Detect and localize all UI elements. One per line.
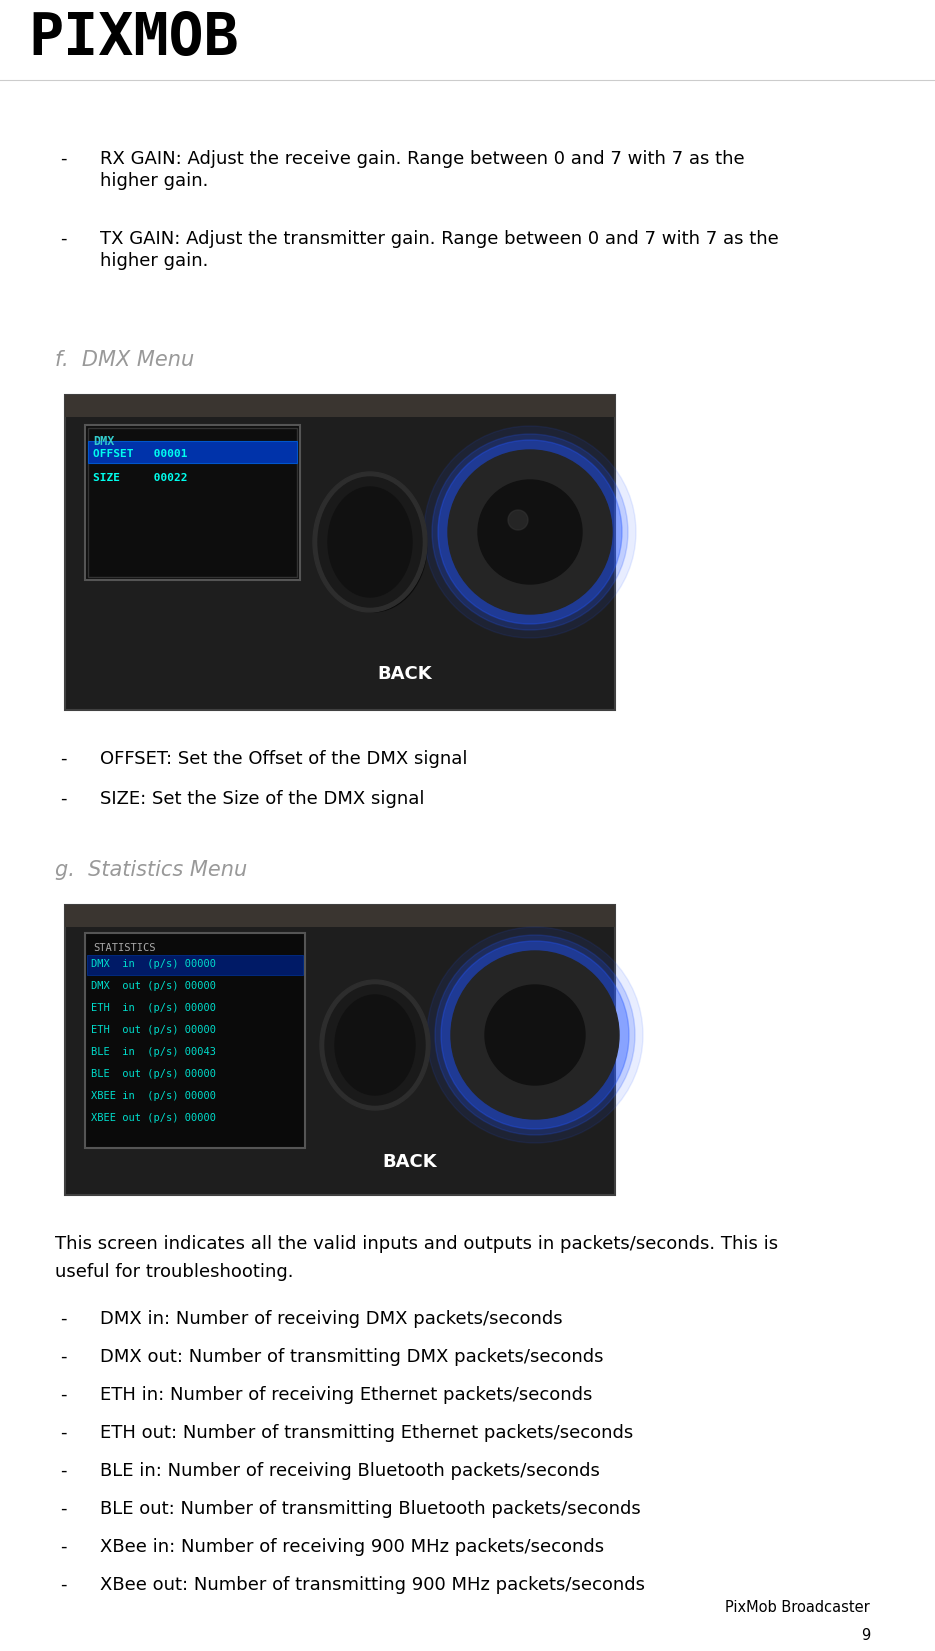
- Circle shape: [424, 426, 636, 637]
- Circle shape: [438, 441, 622, 624]
- Text: This screen indicates all the valid inputs and outputs in packets/seconds. This : This screen indicates all the valid inpu…: [55, 1235, 778, 1253]
- Text: g.  Statistics Menu: g. Statistics Menu: [55, 860, 247, 880]
- Text: DMX  in  (p/s) 00000: DMX in (p/s) 00000: [91, 959, 216, 969]
- Text: -: -: [60, 1539, 66, 1555]
- Text: ETH out: Number of transmitting Ethernet packets/seconds: ETH out: Number of transmitting Ethernet…: [100, 1425, 633, 1441]
- Text: BLE  out (p/s) 00000: BLE out (p/s) 00000: [91, 1068, 216, 1080]
- Text: BACK: BACK: [378, 665, 432, 684]
- Circle shape: [448, 451, 612, 614]
- Circle shape: [441, 941, 629, 1129]
- Text: ETH  in  (p/s) 00000: ETH in (p/s) 00000: [91, 1004, 216, 1014]
- Ellipse shape: [335, 996, 415, 1095]
- Ellipse shape: [325, 986, 425, 1105]
- Text: -: -: [60, 1463, 66, 1479]
- FancyBboxPatch shape: [65, 905, 615, 1195]
- Ellipse shape: [328, 487, 412, 598]
- Text: -: -: [60, 1501, 66, 1517]
- Circle shape: [508, 510, 528, 530]
- Ellipse shape: [318, 477, 422, 608]
- Circle shape: [435, 934, 635, 1134]
- Text: -: -: [60, 1425, 66, 1441]
- Text: -: -: [60, 1385, 66, 1403]
- Text: -: -: [60, 1347, 66, 1365]
- Text: higher gain.: higher gain.: [100, 172, 209, 190]
- Text: XBEE in  (p/s) 00000: XBEE in (p/s) 00000: [91, 1091, 216, 1101]
- Bar: [85, 424, 300, 580]
- Circle shape: [432, 434, 628, 631]
- Text: -: -: [60, 150, 66, 168]
- Text: higher gain.: higher gain.: [100, 253, 209, 271]
- Bar: [88, 428, 297, 576]
- Text: OFFSET   00001: OFFSET 00001: [93, 449, 188, 459]
- Text: PIXMOB: PIXMOB: [28, 10, 238, 68]
- Circle shape: [485, 986, 585, 1085]
- Text: -: -: [60, 229, 66, 248]
- Bar: [88, 441, 297, 462]
- Text: XBEE out (p/s) 00000: XBEE out (p/s) 00000: [91, 1113, 216, 1123]
- Text: RX GAIN: Adjust the receive gain. Range between 0 and 7 with 7 as the: RX GAIN: Adjust the receive gain. Range …: [100, 150, 744, 168]
- Text: PixMob Broadcaster: PixMob Broadcaster: [726, 1600, 870, 1615]
- Text: SIZE: Set the Size of the DMX signal: SIZE: Set the Size of the DMX signal: [100, 789, 424, 807]
- Text: XBee out: Number of transmitting 900 MHz packets/seconds: XBee out: Number of transmitting 900 MHz…: [100, 1577, 645, 1593]
- Circle shape: [451, 951, 619, 1119]
- Bar: [65, 395, 615, 418]
- Text: f.  DMX Menu: f. DMX Menu: [55, 350, 194, 370]
- Text: SIZE     00022: SIZE 00022: [93, 472, 188, 484]
- FancyBboxPatch shape: [65, 395, 615, 710]
- Bar: [65, 905, 615, 926]
- Text: BLE  in  (p/s) 00043: BLE in (p/s) 00043: [91, 1047, 216, 1057]
- Bar: [85, 933, 305, 1147]
- Text: BACK: BACK: [382, 1152, 438, 1171]
- Ellipse shape: [320, 981, 430, 1109]
- Circle shape: [427, 926, 643, 1142]
- Text: BLE in: Number of receiving Bluetooth packets/seconds: BLE in: Number of receiving Bluetooth pa…: [100, 1463, 600, 1479]
- Circle shape: [478, 480, 582, 584]
- Text: -: -: [60, 1577, 66, 1593]
- Text: -: -: [60, 750, 66, 768]
- Bar: [87, 954, 303, 976]
- Text: STATISTICS: STATISTICS: [93, 943, 155, 953]
- Text: ETH in: Number of receiving Ethernet packets/seconds: ETH in: Number of receiving Ethernet pac…: [100, 1385, 593, 1403]
- Text: ETH  out (p/s) 00000: ETH out (p/s) 00000: [91, 1025, 216, 1035]
- Ellipse shape: [319, 479, 427, 613]
- Text: -: -: [60, 1309, 66, 1327]
- Text: DMX out: Number of transmitting DMX packets/seconds: DMX out: Number of transmitting DMX pack…: [100, 1347, 603, 1365]
- Text: useful for troubleshooting.: useful for troubleshooting.: [55, 1263, 294, 1281]
- Text: OFFSET: Set the Offset of the DMX signal: OFFSET: Set the Offset of the DMX signal: [100, 750, 468, 768]
- Text: DMX  out (p/s) 00000: DMX out (p/s) 00000: [91, 981, 216, 991]
- Ellipse shape: [313, 472, 427, 613]
- Text: DMX in: Number of receiving DMX packets/seconds: DMX in: Number of receiving DMX packets/…: [100, 1309, 563, 1327]
- Text: -: -: [60, 789, 66, 807]
- Text: XBee in: Number of receiving 900 MHz packets/seconds: XBee in: Number of receiving 900 MHz pac…: [100, 1539, 604, 1555]
- Text: 9: 9: [861, 1628, 870, 1643]
- Text: DMX: DMX: [93, 434, 114, 447]
- Text: BLE out: Number of transmitting Bluetooth packets/seconds: BLE out: Number of transmitting Bluetoot…: [100, 1501, 640, 1517]
- Text: TX GAIN: Adjust the transmitter gain. Range between 0 and 7 with 7 as the: TX GAIN: Adjust the transmitter gain. Ra…: [100, 229, 779, 248]
